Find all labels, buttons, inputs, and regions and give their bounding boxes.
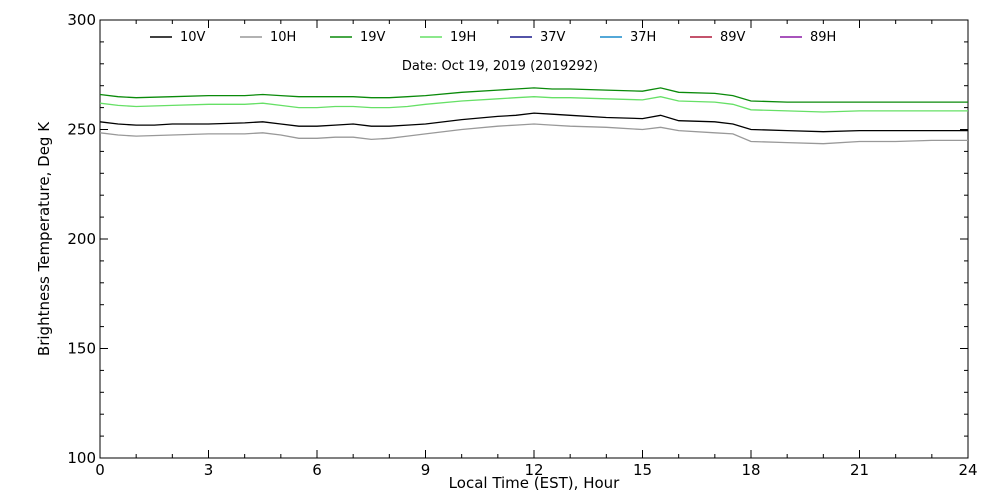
series-line-19h — [99, 96, 968, 113]
x-tick-label: 12 — [524, 461, 543, 479]
y-tick-label: 250 — [67, 121, 96, 139]
legend-label-37h: 37H — [630, 30, 656, 45]
x-tick-label: 24 — [958, 461, 977, 479]
legend-label-10v: 10V — [180, 30, 206, 45]
x-tick-label: 6 — [312, 461, 322, 479]
legend-label-89v: 89V — [720, 30, 746, 45]
x-tick-label: 9 — [421, 461, 431, 479]
y-tick-label: 200 — [67, 230, 96, 248]
x-tick-label: 18 — [741, 461, 760, 479]
date-annotation: Date: Oct 19, 2019 (2019292) — [402, 59, 598, 74]
plot-area: 0 3 6 9 12 15 18 21 24 100 150 200 250 300 — [67, 11, 977, 479]
x-tick-label: 0 — [95, 461, 105, 479]
y-tick-label: 100 — [67, 449, 96, 467]
legend-label-19h: 19H — [450, 30, 476, 45]
legend-label-89h: 89H — [810, 30, 836, 45]
x-tick-label: 3 — [204, 461, 214, 479]
legend: 10V 10H 19V 19H 37V 37H 89V 89H — [150, 30, 836, 45]
series-layer — [99, 87, 968, 145]
y-tick-label: 300 — [67, 11, 96, 29]
plot-frame — [99, 19, 969, 459]
series-line-19v — [99, 87, 968, 103]
y-axis-ticks: 100 150 200 250 300 — [67, 11, 968, 467]
legend-label-37v: 37V — [540, 30, 566, 45]
y-tick-label: 150 — [67, 340, 96, 358]
x-axis-title: Local Time (EST), Hour — [449, 474, 620, 492]
x-tick-label: 21 — [850, 461, 869, 479]
x-tick-label: 15 — [633, 461, 652, 479]
series-line-10h — [99, 123, 968, 145]
series-line-10v — [99, 112, 968, 133]
legend-label-19v: 19V — [360, 30, 386, 45]
legend-label-10h: 10H — [270, 30, 296, 45]
y-axis-title: Brightness Temperature, Deg K — [35, 121, 53, 356]
x-axis-ticks: 0 3 6 9 12 15 18 21 24 — [95, 20, 978, 479]
